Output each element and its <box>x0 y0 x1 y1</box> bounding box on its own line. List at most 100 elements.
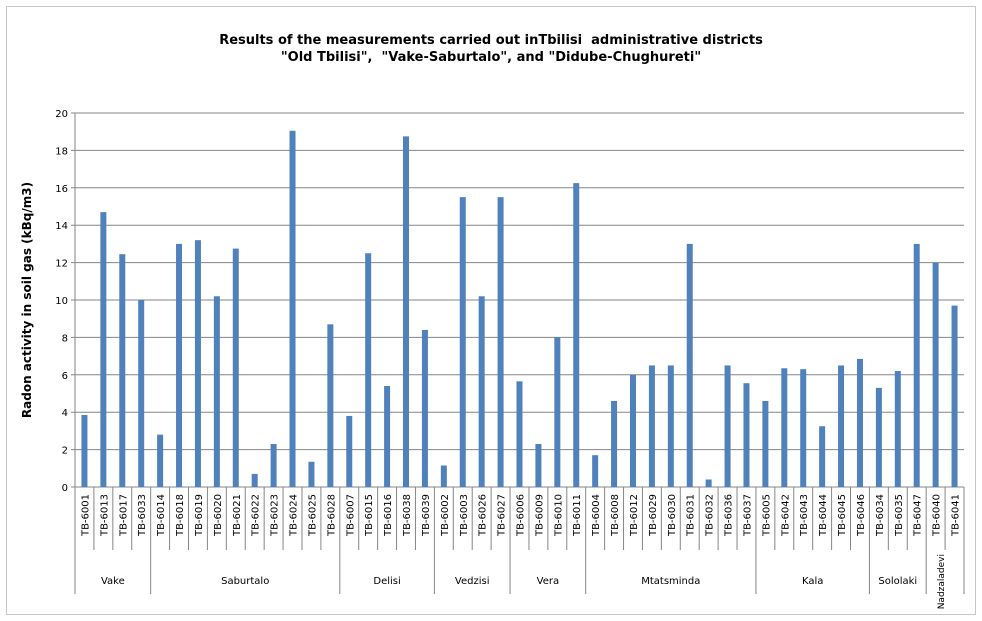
x-tick-label: TB-6017 <box>118 494 129 537</box>
x-axis-labels: TB-6001 TB-6013 TB-6017 TB-6033 TB-6014 TB-60… <box>80 494 961 537</box>
x-tick-label: TB-6037 <box>742 494 753 537</box>
bar-TB-6015 <box>365 253 372 487</box>
bar-TB-6038 <box>403 136 410 487</box>
y-tick-label: 20 <box>55 109 68 120</box>
bar-TB-6012 <box>629 374 636 487</box>
bar-TB-6005 <box>762 400 769 487</box>
x-tick-label: TB-6047 <box>913 494 924 537</box>
x-tick-label: TB-6012 <box>629 494 640 537</box>
x-tick-label: TB-6032 <box>705 494 716 537</box>
chart-title-line-2: "Old Tbilisi", "Vake-Saburtalo", and "Di… <box>280 50 702 65</box>
x-tick-label: TB-6014 <box>156 494 167 537</box>
bar-TB-6027 <box>497 197 504 487</box>
x-tick-label: TB-6043 <box>799 494 810 537</box>
x-tick-label: TB-6001 <box>80 494 91 537</box>
bar-TB-6007 <box>346 415 353 487</box>
x-tick-label: TB-6024 <box>289 494 300 537</box>
bar-TB-6033 <box>138 300 145 487</box>
bar-TB-6014 <box>157 434 164 487</box>
bar-TB-6029 <box>648 365 655 487</box>
x-tick-label: TB-6020 <box>213 494 224 537</box>
x-tick-label: TB-6009 <box>534 494 545 537</box>
x-tick-label: TB-6021 <box>232 494 243 537</box>
bar-TB-6002 <box>440 465 447 487</box>
x-tick-label: TB-6033 <box>137 494 148 537</box>
y-tick-label: 2 <box>62 446 68 457</box>
bar-TB-6010 <box>554 337 561 487</box>
group-label: Vake <box>101 576 125 587</box>
bar-TB-6045 <box>838 365 845 487</box>
group-label: Nadzaladevi <box>937 554 947 609</box>
y-tick-label: 0 <box>62 483 68 494</box>
bar-TB-6026 <box>478 296 485 487</box>
bars <box>81 130 958 488</box>
x-tick-label: TB-6003 <box>459 494 470 537</box>
x-tick-label: TB-6028 <box>326 494 337 537</box>
group-label: Sololaki <box>878 576 917 587</box>
x-tick-label: TB-6027 <box>497 494 508 537</box>
x-tick-label: TB-6031 <box>686 494 697 537</box>
bar-TB-6043 <box>800 369 807 487</box>
x-tick-label: TB-6034 <box>875 494 886 537</box>
group-label: Mtatsminda <box>641 576 700 587</box>
bar-TB-6037 <box>743 383 750 487</box>
group-label: Kala <box>802 576 823 587</box>
bar-TB-6028 <box>327 324 334 487</box>
group-label: Vedzisi <box>455 576 490 587</box>
y-tick-label: 10 <box>55 296 68 307</box>
bar-TB-6036 <box>724 365 731 487</box>
group-label: Saburtalo <box>221 576 269 587</box>
x-tick-label: TB-6022 <box>251 494 262 537</box>
bar-TB-6006 <box>516 381 523 487</box>
x-tick-label: TB-6019 <box>194 494 205 537</box>
x-tick-label: TB-6040 <box>932 494 943 537</box>
y-tick-label: 6 <box>62 371 68 382</box>
y-axis-title: Radon activity in soil gas (kBq/m3) <box>20 182 34 418</box>
bar-TB-6009 <box>535 443 542 487</box>
bar-TB-6020 <box>213 296 220 487</box>
bar-TB-6008 <box>611 400 618 487</box>
bar-TB-6022 <box>251 473 258 487</box>
x-tick-label: TB-6044 <box>818 494 829 537</box>
x-tick-label: TB-6013 <box>99 494 110 537</box>
x-tick-label: TB-6011 <box>572 494 583 537</box>
x-tick-label: TB-6042 <box>780 494 791 537</box>
x-tick-label: TB-6016 <box>383 494 394 537</box>
group-labels: Vake Saburtalo Delisi Vedzisi Vera Mtatsminda… <box>74 550 965 609</box>
x-tick-label: TB-6038 <box>402 494 413 537</box>
y-tick-label: 12 <box>55 259 68 270</box>
x-tick-label: TB-6018 <box>175 494 186 537</box>
y-tick-label: 18 <box>55 146 68 157</box>
bar-TB-6016 <box>384 386 391 487</box>
group-label: Delisi <box>373 576 400 587</box>
x-tick-label: TB-6008 <box>610 494 621 537</box>
bar-TB-6042 <box>781 368 788 487</box>
x-tick-label: TB-6005 <box>761 494 772 537</box>
x-tick-label: TB-6007 <box>345 494 356 537</box>
y-tick-label: 14 <box>55 221 68 232</box>
bar-TB-6032 <box>705 479 712 487</box>
bar-TB-6003 <box>459 197 466 487</box>
bar-TB-6031 <box>686 243 693 487</box>
y-tick-label: 8 <box>62 333 68 344</box>
bar-TB-6001 <box>81 415 88 487</box>
bar-TB-6047 <box>913 243 920 487</box>
bar-TB-6039 <box>421 329 428 487</box>
x-tick-label: TB-6030 <box>667 494 678 537</box>
bar-TB-6011 <box>573 183 580 487</box>
bar-TB-6041 <box>951 305 958 487</box>
y-axis-ticks: 0 2 4 6 8 10 12 14 16 18 20 <box>55 109 68 494</box>
group-label: Vera <box>537 576 559 587</box>
bar-TB-6017 <box>119 254 126 487</box>
bar-TB-6023 <box>270 443 277 487</box>
x-tick-label: TB-6004 <box>591 494 602 537</box>
x-tick-label: TB-6002 <box>440 494 451 537</box>
bar-TB-6019 <box>194 240 201 487</box>
bar-TB-6021 <box>232 248 239 487</box>
x-tick-label: TB-6039 <box>421 494 432 537</box>
bar-TB-6013 <box>100 212 107 488</box>
x-tick-label: TB-6023 <box>270 494 281 537</box>
x-tick-label: TB-6026 <box>478 494 489 537</box>
x-tick-label: TB-6035 <box>894 494 905 537</box>
